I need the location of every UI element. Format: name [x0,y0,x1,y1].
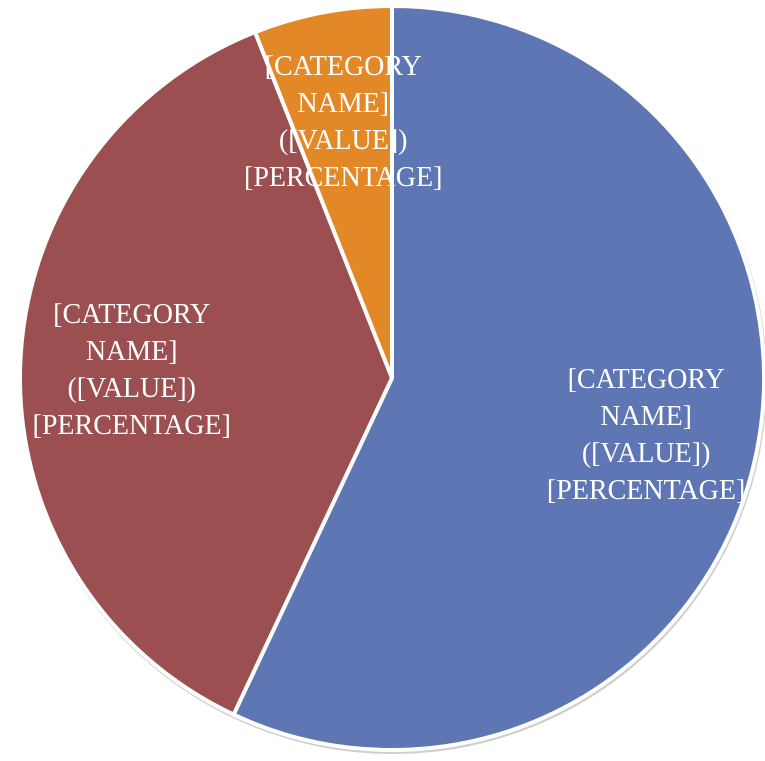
data-label: [CATEGORY NAME] ([VALUE]) [PERCENTAGE] [546,363,746,506]
pie-slice [252,3,394,379]
data-label: [CATEGORY NAME] ([VALUE]) [PERCENTAGE] [244,51,443,194]
pie-slice [18,29,395,718]
data-label: [CATEGORY NAME] ([VALUE]) [PERCENTAGE] [32,298,231,441]
pie-slice [230,3,765,752]
